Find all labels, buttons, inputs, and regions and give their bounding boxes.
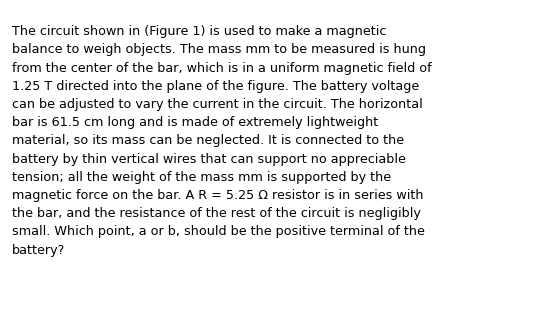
Text: The circuit shown in (Figure 1) is used to make a magnetic
balance to weigh obje: The circuit shown in (Figure 1) is used …: [12, 25, 432, 257]
